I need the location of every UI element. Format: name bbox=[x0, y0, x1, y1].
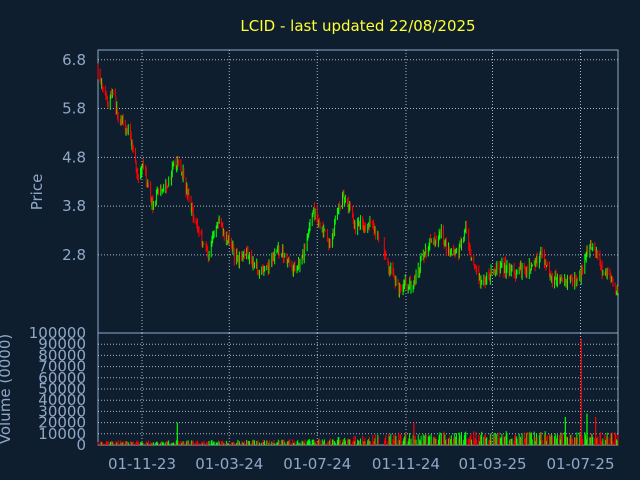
price-panel: 2.8 3.8 4.8 5.8 6.8 Price bbox=[28, 49, 619, 334]
price-y-ticks: 2.8 3.8 4.8 5.8 6.8 bbox=[62, 51, 86, 264]
x-tick-label: 01-11-24 bbox=[372, 455, 440, 473]
volume-y-ticks: 0100002000030000400005000060000700008000… bbox=[29, 324, 86, 454]
volume-y-tick-label: 0 bbox=[76, 436, 86, 454]
volume-y-tick-label: 80000 bbox=[38, 346, 86, 364]
volume-y-tick-label: 40000 bbox=[38, 391, 86, 409]
price-y-tick-label: 4.8 bbox=[62, 148, 86, 166]
price-candles bbox=[97, 63, 619, 298]
chart-title: LCID - last updated 22/08/2025 bbox=[240, 17, 475, 35]
volume-plot-frame bbox=[97, 332, 619, 446]
x-tick-label: 01-03-24 bbox=[195, 455, 263, 473]
volume-y-tick-label: 10000 bbox=[38, 425, 86, 443]
volume-gridlines bbox=[98, 333, 618, 445]
x-tick-label: 01-07-25 bbox=[546, 455, 614, 473]
x-tick-label: 01-03-25 bbox=[458, 455, 526, 473]
price-y-tick-label: 3.8 bbox=[62, 197, 86, 215]
volume-y-tick-label: 100000 bbox=[29, 324, 86, 342]
x-tick-label: 01-07-24 bbox=[283, 455, 351, 473]
price-plot-frame bbox=[97, 49, 619, 334]
volume-y-tick-label: 30000 bbox=[38, 402, 86, 420]
x-tick-label: 01-11-23 bbox=[108, 455, 176, 473]
volume-panel: 0100002000030000400005000060000700008000… bbox=[0, 324, 619, 454]
price-y-tick-label: 5.8 bbox=[62, 100, 86, 118]
volume-y-tick-label: 70000 bbox=[38, 358, 86, 376]
x-axis-ticks: 01-11-23 01-03-24 01-07-24 01-11-24 01-03-25… bbox=[108, 455, 615, 473]
volume-y-tick-label: 90000 bbox=[38, 335, 86, 353]
volume-y-tick-label: 20000 bbox=[38, 414, 86, 432]
price-gridlines bbox=[98, 50, 618, 333]
price-y-tick-label: 6.8 bbox=[62, 51, 86, 69]
price-y-axis-label: Price bbox=[28, 174, 46, 211]
volume-y-tick-label: 60000 bbox=[38, 369, 86, 387]
volume-y-axis-label: Volume (0000) bbox=[0, 334, 14, 444]
volume-bars bbox=[97, 338, 619, 445]
volume-y-tick-label: 50000 bbox=[38, 380, 86, 398]
price-y-tick-label: 2.8 bbox=[62, 246, 86, 264]
